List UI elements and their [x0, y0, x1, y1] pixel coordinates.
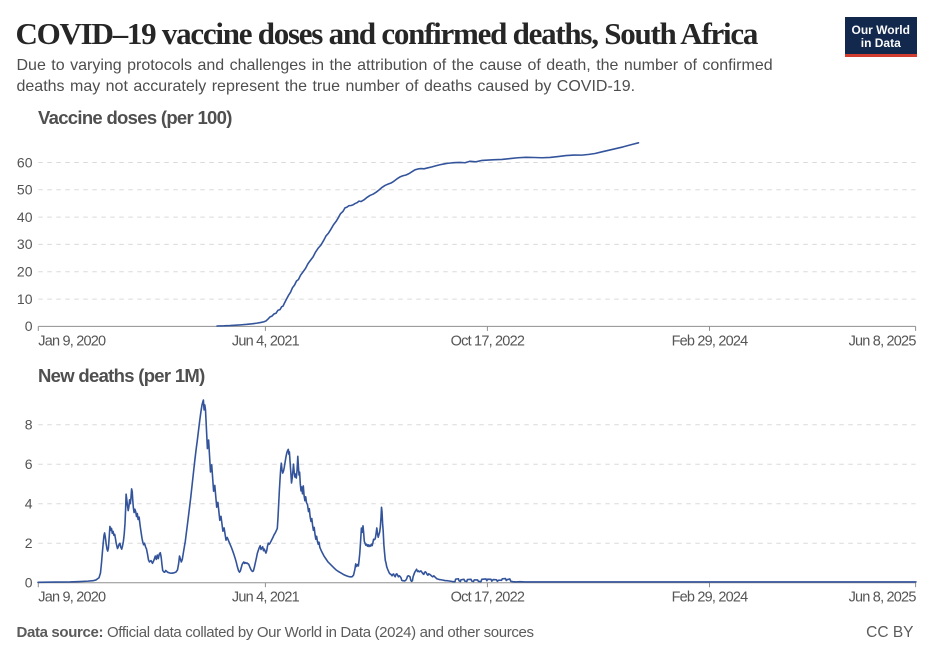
svg-text:Feb 29, 2024: Feb 29, 2024 — [672, 334, 749, 350]
svg-text:50: 50 — [17, 182, 33, 198]
svg-text:6: 6 — [25, 456, 33, 472]
svg-text:Oct 17, 2022: Oct 17, 2022 — [451, 589, 525, 605]
svg-text:2: 2 — [25, 535, 33, 551]
svg-text:0: 0 — [25, 318, 33, 334]
svg-text:Jun 8, 2025: Jun 8, 2025 — [849, 334, 917, 350]
svg-text:Feb 29, 2024: Feb 29, 2024 — [672, 589, 749, 605]
svg-text:60: 60 — [17, 154, 33, 170]
svg-text:0: 0 — [25, 575, 33, 591]
svg-text:30: 30 — [17, 236, 33, 252]
svg-text:Jun 4, 2021: Jun 4, 2021 — [232, 334, 300, 350]
svg-text:20: 20 — [17, 264, 33, 280]
svg-text:8: 8 — [25, 417, 33, 433]
svg-text:Jun 8, 2025: Jun 8, 2025 — [849, 589, 917, 605]
svg-text:Jan 9, 2020: Jan 9, 2020 — [38, 589, 106, 605]
svg-text:40: 40 — [17, 209, 33, 225]
svg-text:Jan 9, 2020: Jan 9, 2020 — [38, 334, 106, 350]
svg-text:10: 10 — [17, 291, 33, 307]
svg-text:4: 4 — [25, 496, 33, 512]
svg-text:Jun 4, 2021: Jun 4, 2021 — [232, 589, 300, 605]
svg-text:Oct 17, 2022: Oct 17, 2022 — [451, 334, 525, 350]
